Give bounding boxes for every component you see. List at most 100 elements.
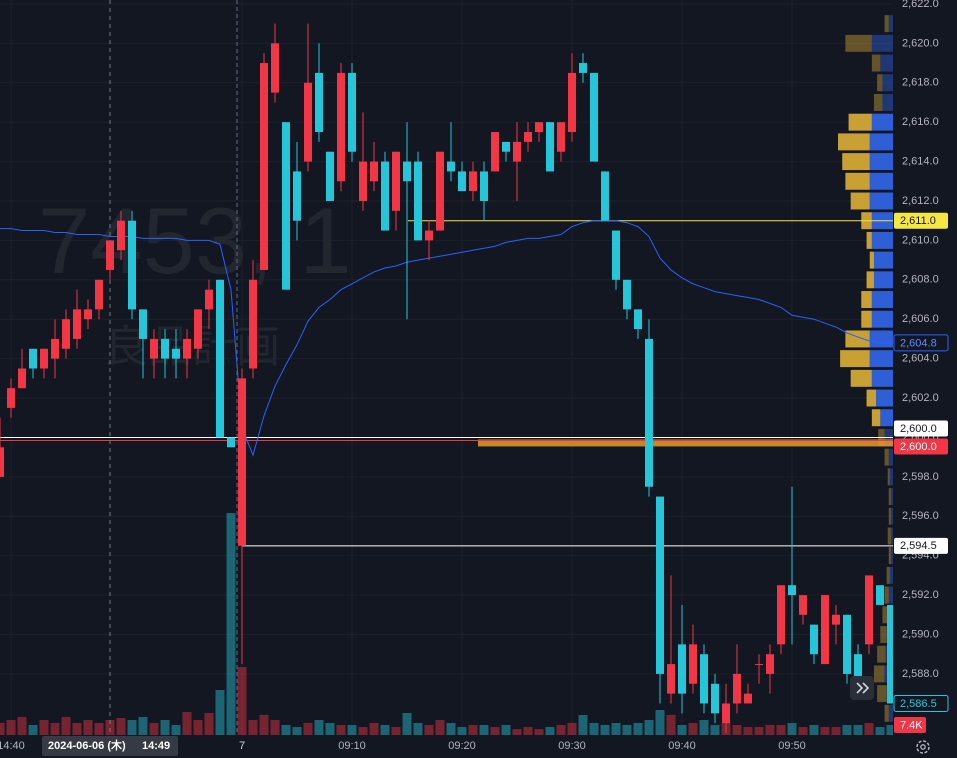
profile-down <box>866 271 874 289</box>
candle-body <box>304 82 312 162</box>
profile-down <box>888 507 891 525</box>
volume-bar <box>237 667 247 735</box>
volume-bar <box>743 727 753 735</box>
candle-body <box>73 309 81 339</box>
profile-up <box>888 586 893 604</box>
volume-bar <box>446 722 456 735</box>
candle-body <box>722 703 730 724</box>
candle-body <box>557 122 565 152</box>
profile-down <box>850 369 872 387</box>
volume-bar <box>457 727 467 735</box>
price-badge-label: 2,586.5 <box>900 698 937 710</box>
price-badge <box>894 537 948 554</box>
volume-bar <box>303 722 313 735</box>
profile-up <box>871 231 893 249</box>
gear-inner <box>920 744 926 750</box>
candle-body <box>62 319 70 349</box>
volume-bar <box>83 720 93 735</box>
profile-down <box>845 330 870 348</box>
y-tick-label: 2,622.0 <box>902 0 939 10</box>
candle-body <box>271 43 279 93</box>
volume-bar <box>28 725 38 735</box>
profile-up <box>889 468 893 486</box>
volume-bar <box>424 725 434 735</box>
y-tick-label: 2,618.0 <box>902 77 939 89</box>
profile-down <box>888 547 891 565</box>
profile-up <box>889 566 893 584</box>
volume-bar <box>754 727 764 735</box>
candle-body <box>216 279 224 438</box>
price-badge <box>893 334 949 352</box>
badges-layer: 2,611.0 2,600.0 2,600.0 2,594.5 2,604.8 2,586… <box>42 212 949 756</box>
candle-body <box>689 644 697 684</box>
volume-bar <box>358 727 368 735</box>
volume-bar <box>622 725 632 735</box>
settings-button[interactable] <box>916 740 930 754</box>
volume-bar <box>842 725 852 735</box>
y-tick-label: 2,606.0 <box>902 313 939 325</box>
profile-down <box>838 133 870 151</box>
price-badge <box>893 694 949 712</box>
candle-body <box>469 171 477 192</box>
profile-up <box>869 153 893 171</box>
profile-down <box>884 704 889 722</box>
volume-bar <box>116 717 126 735</box>
volume-bar <box>336 725 346 735</box>
profile-down <box>873 665 885 683</box>
candle-body <box>29 348 37 369</box>
volume-bar <box>270 720 280 735</box>
volume-bar <box>545 727 555 735</box>
price-badge-label: 7.4K <box>900 719 923 731</box>
profile-down <box>887 468 890 486</box>
candle-body <box>755 664 763 666</box>
volume-bar <box>160 720 170 735</box>
candle-body <box>711 683 719 714</box>
candle-body <box>227 437 235 448</box>
profile-up <box>869 133 893 151</box>
profile-down <box>884 448 889 466</box>
candle-body <box>865 575 873 645</box>
profile-down <box>848 113 872 131</box>
price-axis-bg <box>893 0 957 758</box>
y-tick-label: 2,588.0 <box>902 668 939 680</box>
volume-bar <box>204 712 214 735</box>
scroll-button[interactable] <box>850 676 874 700</box>
candle-body <box>7 388 15 408</box>
profile-up <box>871 113 893 131</box>
volume-bar <box>655 710 665 735</box>
volume-bar <box>435 720 445 735</box>
volume-bar <box>611 722 621 735</box>
volume-bar <box>666 715 676 735</box>
candle-body <box>491 132 499 172</box>
volume-bar <box>699 720 709 735</box>
volume-bar <box>402 712 412 735</box>
volume-bar <box>688 722 698 735</box>
volume-bar <box>853 725 863 735</box>
gear-outer[interactable] <box>916 740 930 754</box>
profile-up <box>890 527 893 545</box>
volume-bar <box>765 725 775 735</box>
profile-up <box>873 271 893 289</box>
price-badge-label: 2,611.0 <box>900 215 936 227</box>
profile-down <box>884 586 889 604</box>
candle-body <box>854 654 862 684</box>
candle-body <box>887 604 895 704</box>
candle-body <box>667 664 675 694</box>
candle-body <box>183 338 191 359</box>
y-tick-label: 2,602.0 <box>902 392 939 404</box>
price-badge <box>894 420 948 437</box>
profile-down <box>861 291 872 308</box>
candle-body <box>832 614 840 625</box>
x-tick-label: 09:10 <box>338 740 366 752</box>
profile-down <box>871 409 881 427</box>
volume-bar <box>776 725 786 735</box>
profile-down <box>888 488 891 506</box>
profile-down <box>880 626 887 643</box>
profile-down <box>845 34 872 52</box>
candle-body <box>623 279 631 310</box>
volume-bar <box>138 717 148 735</box>
volume-bar <box>820 727 830 735</box>
price-badge <box>894 717 926 734</box>
volume-bar <box>259 715 269 735</box>
